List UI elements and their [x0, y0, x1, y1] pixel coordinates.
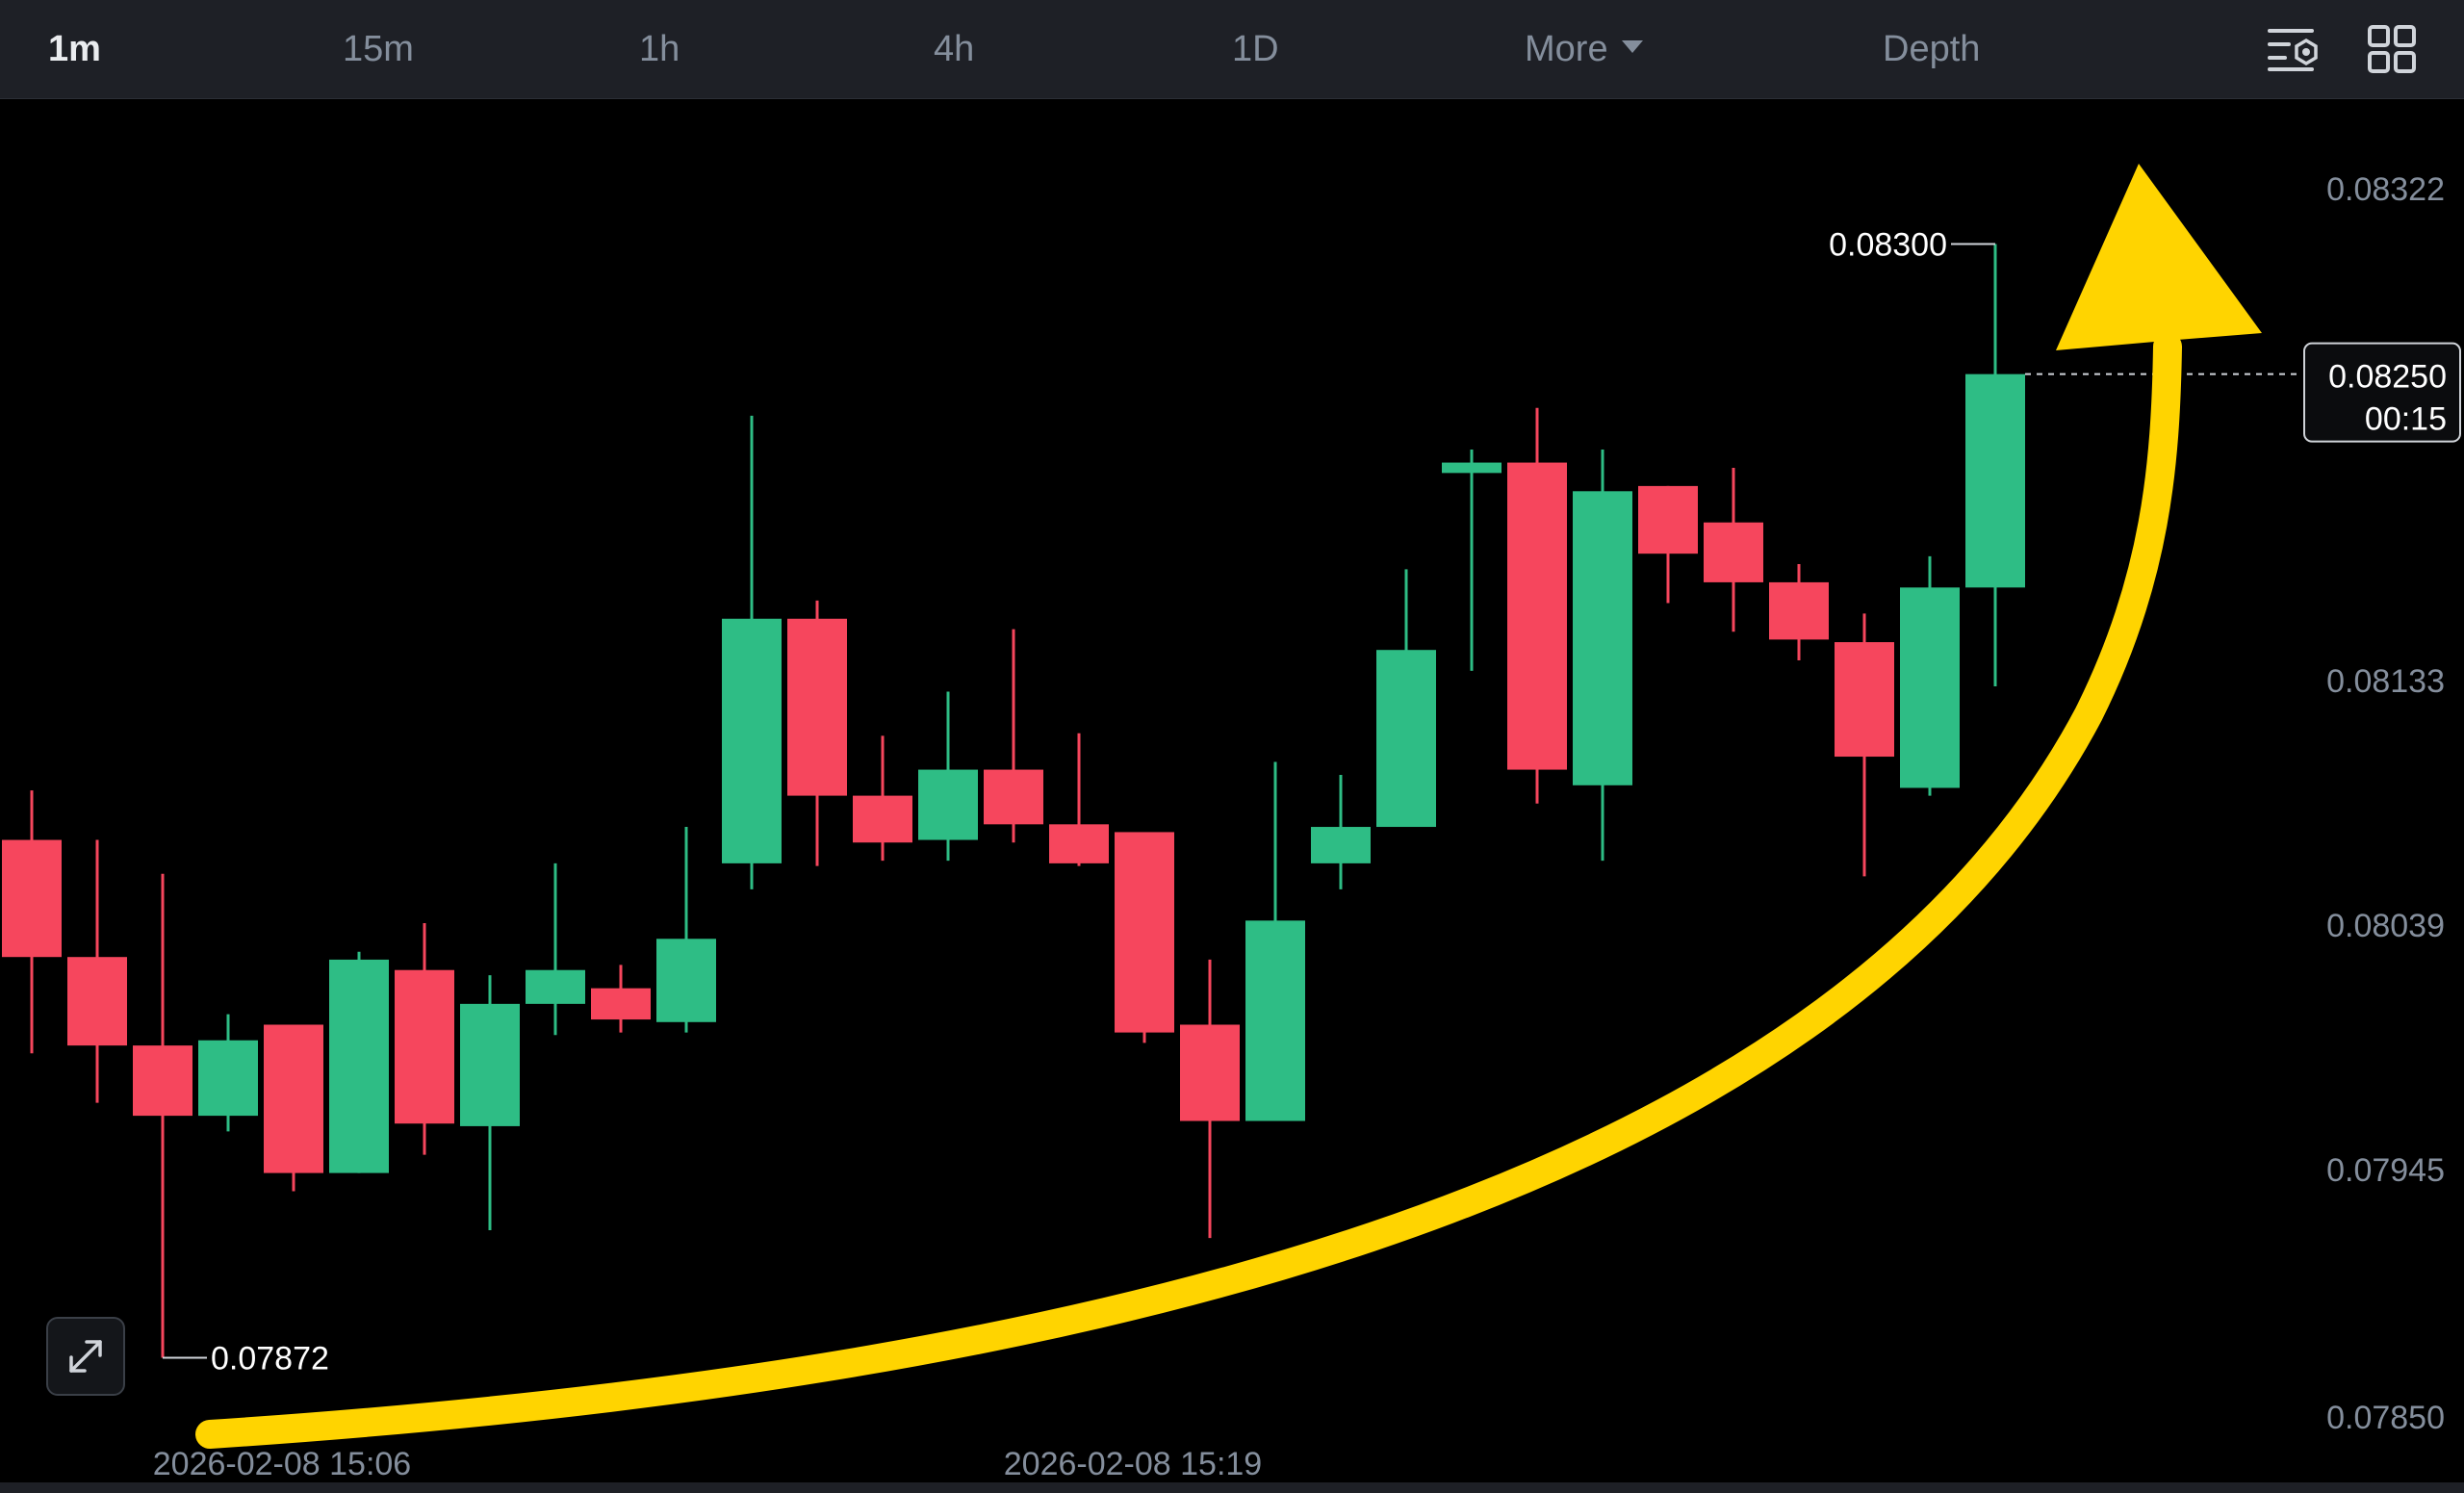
- candle: [1835, 613, 1894, 877]
- candles-layer: [2, 244, 2025, 1358]
- price-chart[interactable]: 0.08322 0.08133 0.08039 0.07945 0.07850 2026…: [0, 98, 2464, 1482]
- x-tick-label: 2026-02-08 15:19: [1004, 1446, 1262, 1482]
- x-tick-label: 2026-02-08 15:06: [153, 1446, 411, 1482]
- candle-body: [1442, 462, 1502, 474]
- candle: [1180, 959, 1240, 1239]
- candle: [1311, 774, 1371, 889]
- candle: [460, 975, 520, 1231]
- candle-body: [264, 1024, 323, 1173]
- tab-1d[interactable]: 1D: [1232, 29, 1279, 69]
- caret-down-icon: [1621, 40, 1643, 54]
- candle: [1442, 450, 1502, 671]
- countdown-label: 00:15: [2365, 401, 2447, 438]
- low-price-label: 0.07872: [211, 1341, 329, 1377]
- candle: [67, 839, 127, 1103]
- candle: [2, 790, 62, 1054]
- price-axis: 0.08322 0.08133 0.08039 0.07945 0.07850: [2326, 171, 2445, 1436]
- annotations-layer: 0.08250 00:15 0.08300 0.07872: [163, 164, 2461, 1449]
- candle-body: [1965, 373, 2025, 588]
- y-tick-label: 0.07945: [2326, 1152, 2445, 1189]
- candle: [1704, 467, 1763, 632]
- candle: [526, 862, 585, 1036]
- candle-body: [198, 1040, 258, 1117]
- candle-body: [1704, 522, 1763, 582]
- candle-body: [67, 957, 127, 1046]
- candle: [133, 873, 192, 1358]
- fullscreen-button[interactable]: [46, 1317, 125, 1396]
- candle: [1573, 450, 1632, 862]
- more-label: More: [1525, 29, 1608, 69]
- candle-body: [656, 939, 716, 1022]
- tab-1h[interactable]: 1h: [639, 29, 680, 69]
- candle: [656, 827, 716, 1033]
- candle: [1376, 569, 1436, 828]
- candle-body: [1180, 1024, 1240, 1121]
- candle: [1900, 555, 1960, 796]
- y-tick-label: 0.08322: [2326, 171, 2445, 208]
- candle: [1049, 733, 1109, 866]
- candle-body: [2, 839, 62, 958]
- candle-body: [1900, 587, 1960, 788]
- candle: [1638, 485, 1698, 604]
- candle-body: [853, 795, 912, 843]
- candle: [853, 735, 912, 862]
- candle-body: [722, 618, 782, 863]
- candle-body: [1638, 485, 1698, 554]
- candle-body: [526, 969, 585, 1004]
- candle-body: [460, 1003, 520, 1126]
- y-tick-label: 0.07850: [2326, 1400, 2445, 1436]
- y-tick-label: 0.08133: [2326, 663, 2445, 700]
- more-dropdown[interactable]: More: [1525, 0, 1643, 98]
- candle: [984, 629, 1043, 843]
- candle-body: [1835, 642, 1894, 758]
- candle: [787, 600, 847, 866]
- current-price-tag: [2303, 342, 2461, 443]
- tab-1m[interactable]: 1m: [48, 29, 101, 69]
- candle: [1507, 407, 1567, 804]
- interval-toolbar: 1m 15m 1h 4h 1D More Depth: [0, 0, 2464, 99]
- y-tick-label: 0.08039: [2326, 908, 2445, 944]
- candle: [1769, 563, 1829, 661]
- candle: [198, 1014, 258, 1132]
- candle-body: [329, 959, 389, 1173]
- candle: [722, 415, 782, 889]
- candle: [591, 965, 651, 1033]
- high-price-label: 0.08300: [1829, 226, 1947, 263]
- candle-body: [1376, 650, 1436, 828]
- tab-15m[interactable]: 15m: [343, 29, 414, 69]
- candle-body: [1311, 827, 1371, 863]
- grid-layout-icon[interactable]: [2362, 19, 2422, 79]
- candle-body: [1769, 581, 1829, 640]
- time-axis: 2026-02-08 15:06 2026-02-08 15:19: [153, 1446, 1262, 1482]
- candle-body: [591, 988, 651, 1020]
- trend-arrow-head: [2056, 164, 2262, 350]
- candle: [918, 691, 978, 862]
- candle-body: [1245, 920, 1305, 1121]
- candle-body: [1573, 491, 1632, 785]
- candle: [264, 1024, 323, 1192]
- candle-body: [1115, 832, 1174, 1033]
- expand-arrows-icon: [69, 1340, 102, 1373]
- candle-body: [133, 1045, 192, 1117]
- candle: [1245, 761, 1305, 1121]
- tab-4h[interactable]: 4h: [934, 29, 975, 69]
- trend-arrow-curve: [195, 332, 2182, 1449]
- candle: [1965, 244, 2025, 687]
- candle-body: [1507, 462, 1567, 770]
- chart-settings-icon[interactable]: [2264, 19, 2323, 79]
- candle-body: [984, 769, 1043, 825]
- candle: [395, 923, 454, 1155]
- candle: [1115, 832, 1174, 1043]
- candle-body: [918, 769, 978, 840]
- candle: [329, 951, 389, 1173]
- candle-body: [1049, 824, 1109, 863]
- tab-depth[interactable]: Depth: [1883, 29, 1981, 69]
- candle-body: [395, 969, 454, 1124]
- candle-body: [787, 618, 847, 796]
- bottom-strip: [0, 1482, 2464, 1493]
- current-price-label: 0.08250: [2328, 359, 2447, 396]
